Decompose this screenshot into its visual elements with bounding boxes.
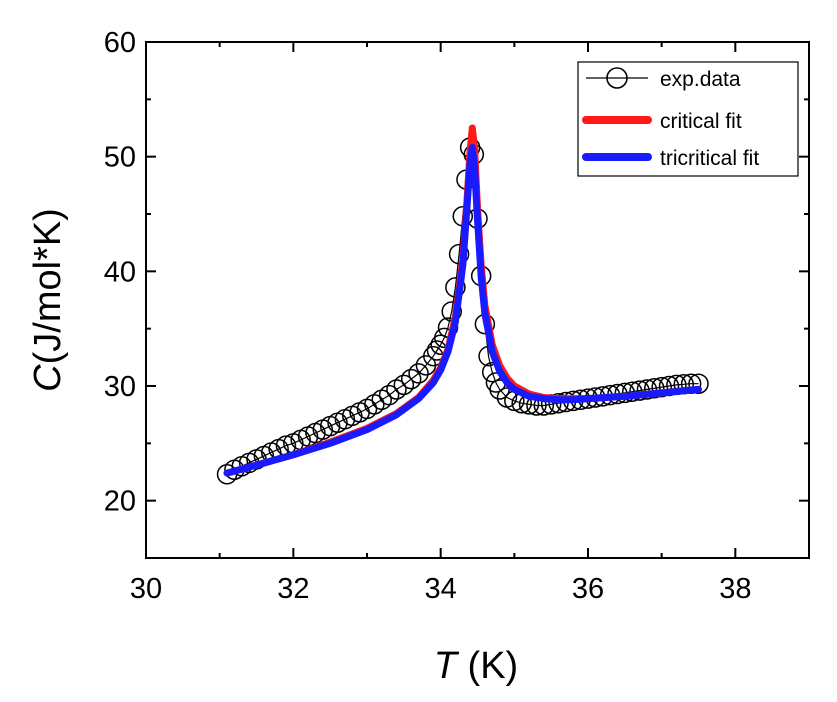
data-point-exp-data [651,376,672,398]
x-axis-symbol: T [434,645,460,687]
data-point-exp-data [489,379,510,400]
data-point-exp-data [644,378,665,399]
y-tick-label: 60 [104,27,136,59]
data-point-exp-data [636,379,658,400]
data-point-exp-data [408,363,429,384]
data-point-exp-data [400,368,422,390]
x-tick-label: 34 [425,573,457,605]
y-tick-label: 20 [104,486,136,518]
x-axis-unit: (K) [457,645,518,687]
y-axis-symbol: C [27,364,69,392]
legend-marker-exp-data [606,67,628,89]
y-tick-label: 40 [104,256,136,288]
plot-frame [145,41,810,559]
series-line-tricritical-fit [223,144,702,477]
x-tick-label: 30 [130,573,162,605]
x-axis-title: T (K) [434,645,518,687]
y-axis-unit: (J/mol*K) [27,208,69,364]
data-point-exp-data [378,384,400,406]
y-tick-label: 30 [104,371,136,403]
legend-label-exp-data: exp.data [660,68,741,91]
data-point-exp-data [393,374,415,396]
y-axis-title: C(J/mol*K) [27,208,69,392]
x-tick-label: 32 [277,573,309,605]
series-layer [216,124,709,485]
legend-label-critical-fit: critical fit [660,110,742,133]
x-tick-label: 36 [572,573,604,605]
legend: exp.data critical fit tricritical fit [577,61,799,177]
ticks-layer: 30 32 34 36 38 20 30 40 50 60 [104,27,810,605]
data-point-exp-data [688,373,709,394]
x-tick-label: 38 [719,573,751,605]
legend-label-tricritical-fit: tricritical fit [660,147,759,170]
y-tick-label: 50 [104,142,136,174]
